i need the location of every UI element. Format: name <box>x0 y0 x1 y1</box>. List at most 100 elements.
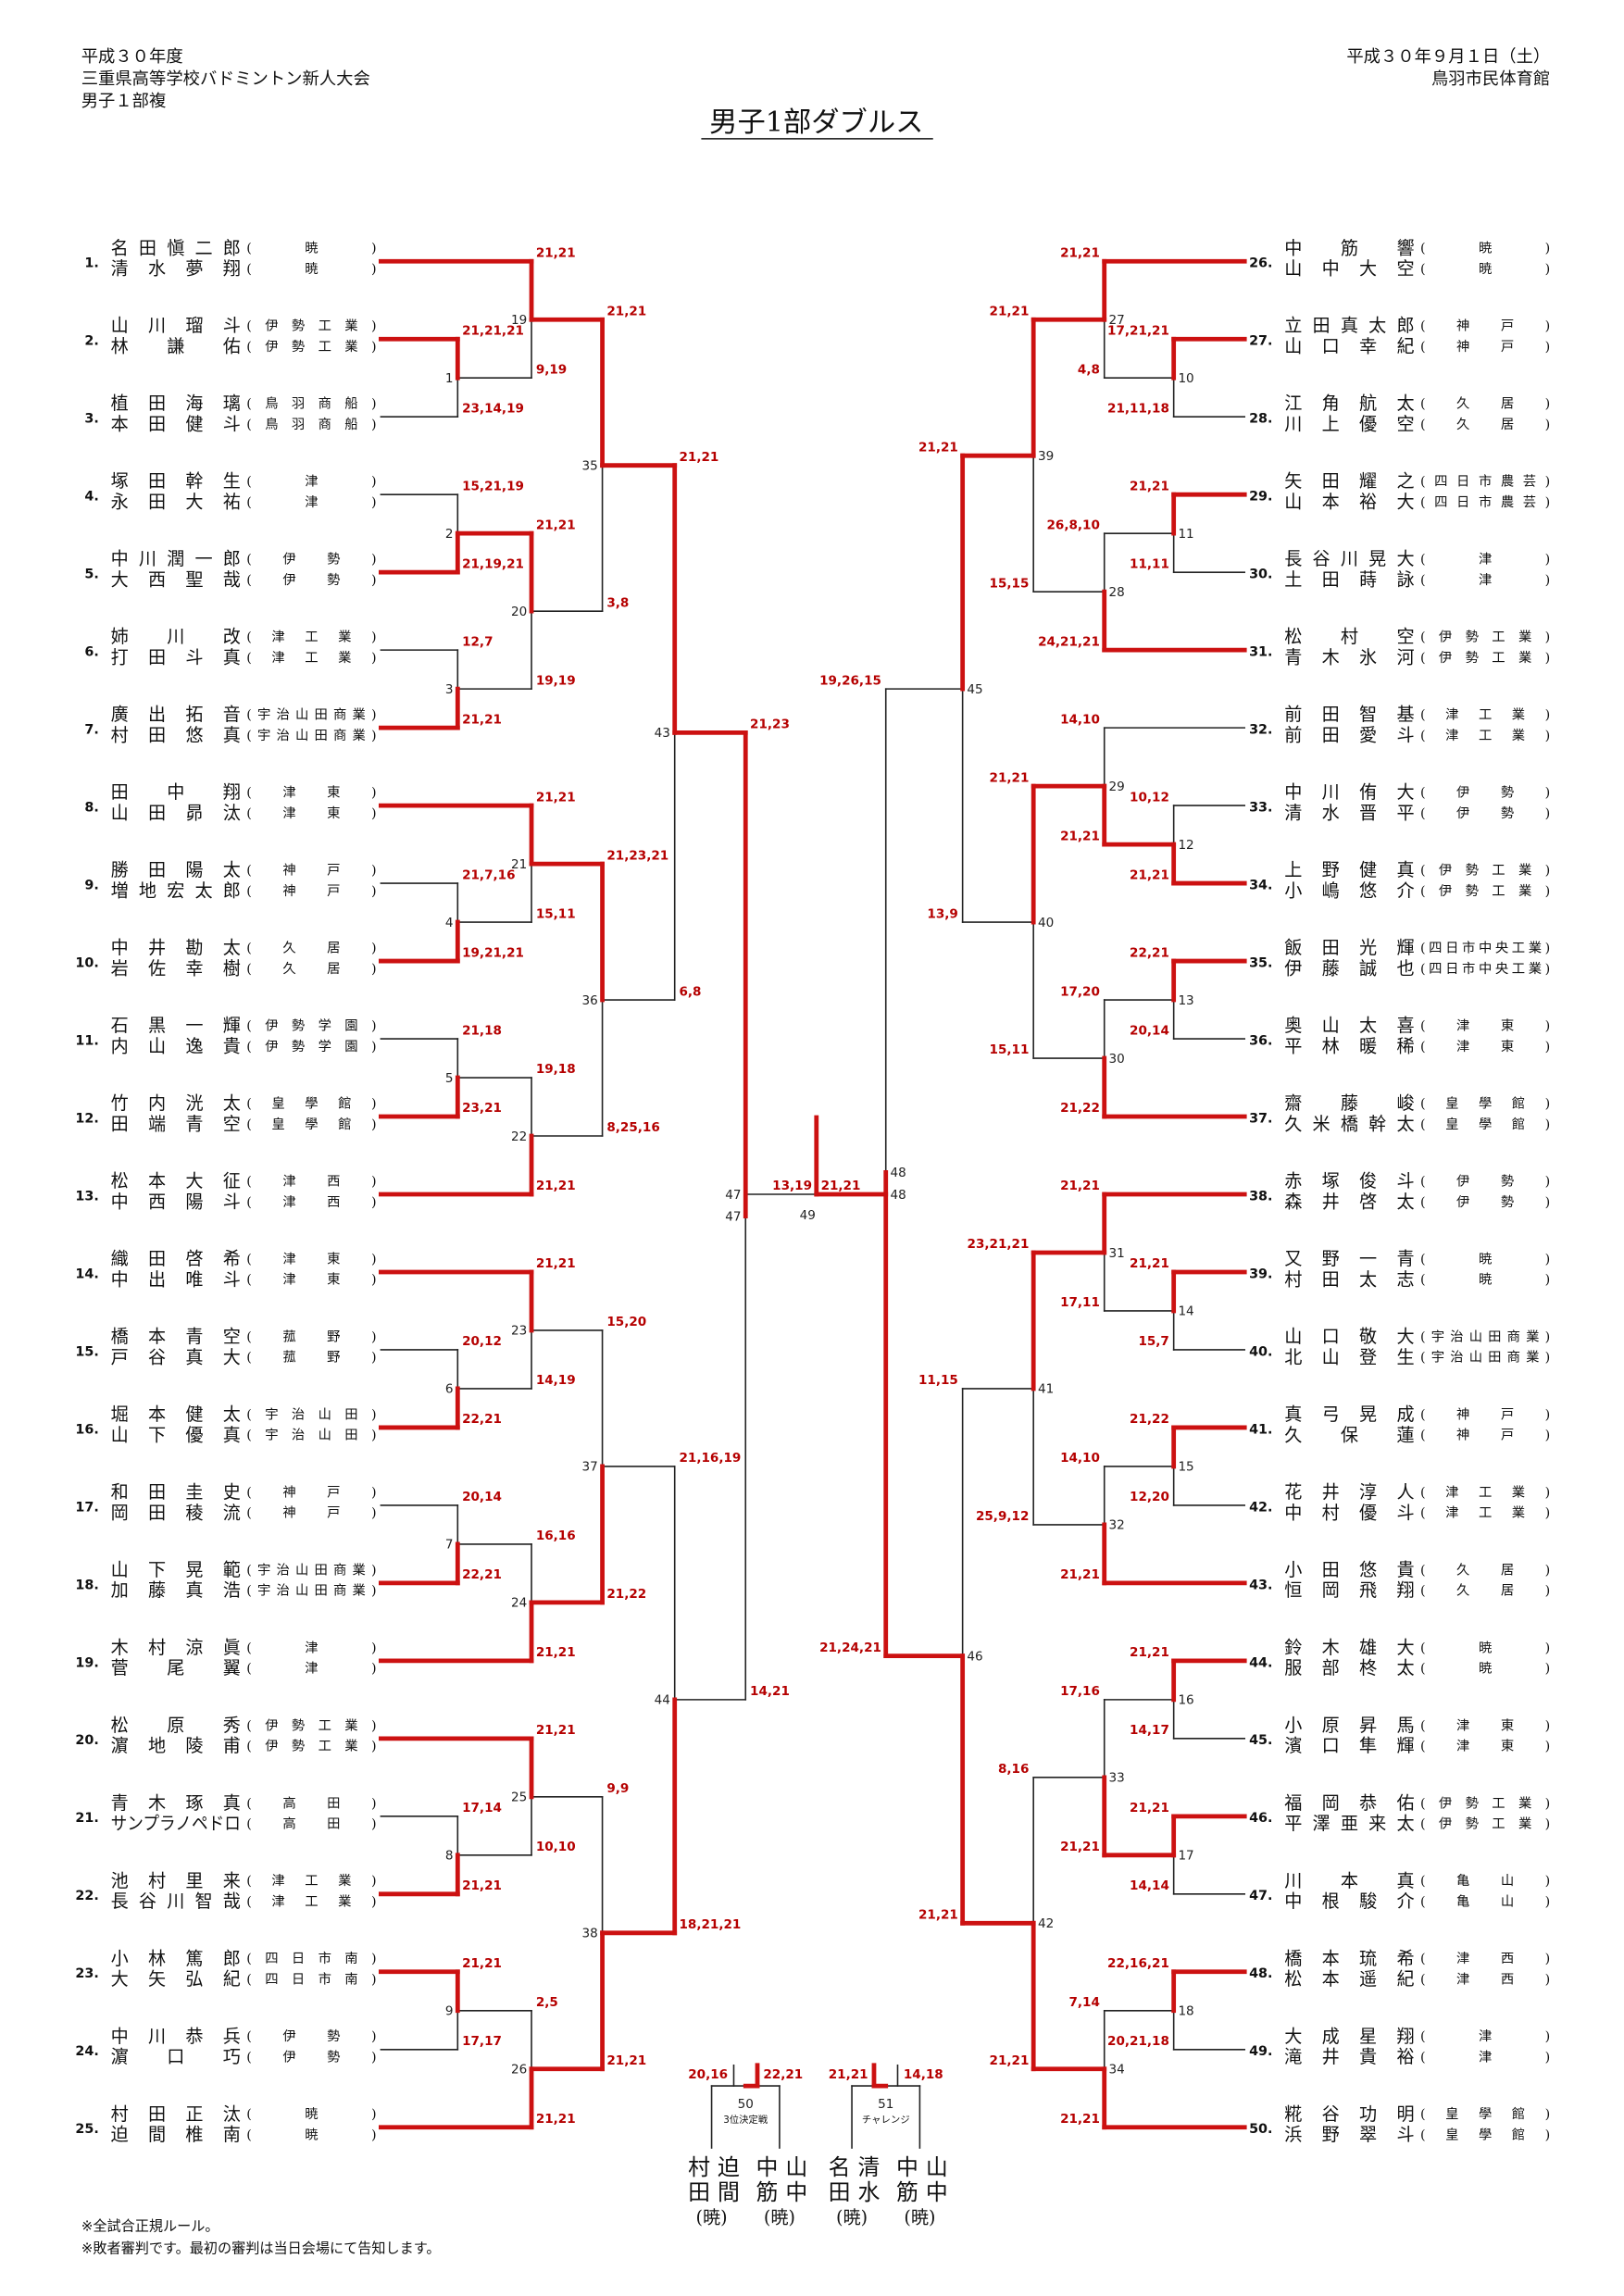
team-number: 7. <box>84 722 98 737</box>
playoff-name: 山中 <box>921 2155 947 2205</box>
team-number: 33. <box>1249 800 1272 815</box>
team-number: 42. <box>1249 1500 1272 1515</box>
team-number: 11. <box>75 1033 98 1048</box>
score: 9,9 <box>606 1781 629 1796</box>
score: 16,16 <box>536 1529 576 1543</box>
score: 21,21 <box>462 712 502 727</box>
player-school: (津工業) <box>1420 1505 1550 1521</box>
team-number: 32. <box>1249 722 1272 737</box>
score: 25,9,12 <box>976 1509 1029 1524</box>
team-number: 1. <box>84 256 98 271</box>
score: 21,21 <box>990 770 1030 785</box>
match-number: 39 <box>1038 449 1054 464</box>
team-number: 10. <box>75 955 98 970</box>
match-number: 10 <box>1178 371 1193 386</box>
score: 21,21 <box>536 790 576 805</box>
score: 21,21 <box>536 1256 576 1271</box>
player-name: 長谷川智哉 <box>111 1890 241 1912</box>
match-number: 3 <box>445 682 454 697</box>
score: 14,18 <box>904 2067 943 2082</box>
match-number: 13 <box>1178 993 1193 1008</box>
player-school: (津工業) <box>246 1873 376 1889</box>
team-number: 3. <box>84 412 98 427</box>
match-number: 12 <box>1178 838 1193 853</box>
match-number: 14 <box>1178 1304 1193 1319</box>
score: 14,19 <box>536 1373 576 1388</box>
score: 21,21 <box>536 2112 576 2127</box>
match-number: 34 <box>1109 2063 1125 2078</box>
title: 男子1部ダブルス <box>709 106 923 139</box>
score: 21,21 <box>1060 2112 1100 2127</box>
score: 19,26,15 <box>819 673 881 688</box>
playoff-number: 51 <box>878 2097 893 2112</box>
score: 21,21 <box>1060 245 1100 260</box>
score: 20,21,18 <box>1107 2034 1169 2049</box>
score: 8,16 <box>998 1762 1029 1777</box>
match-number: 22 <box>511 1129 527 1144</box>
score: 12,20 <box>1130 1490 1169 1504</box>
playoff-label: チャレンジ <box>862 2115 910 2126</box>
score: 17,16 <box>1060 1684 1100 1699</box>
score: 8,25,16 <box>606 1120 659 1135</box>
score: 13,19 <box>772 1179 812 1193</box>
score: 26,8,10 <box>1046 518 1099 532</box>
team-number: 24. <box>75 2044 98 2059</box>
team-number: 6. <box>84 645 98 660</box>
match-number: 37 <box>582 1460 598 1475</box>
playoff-name: 清水 <box>854 2155 880 2205</box>
score: 22,21 <box>1130 945 1169 960</box>
score: 21,22 <box>606 1587 646 1602</box>
score: 21,21 <box>1060 1840 1100 1854</box>
score: 24,21,21 <box>1038 634 1100 649</box>
team-number: 43. <box>1249 1578 1272 1592</box>
match-number: 16 <box>1178 1693 1193 1708</box>
playoff-name: 迫間 <box>714 2155 740 2205</box>
team-number: 41. <box>1249 1422 1272 1437</box>
score: 21,11,18 <box>1107 401 1169 416</box>
match-number: 19 <box>511 313 527 328</box>
match-number: 24 <box>511 1596 527 1611</box>
match-number: 42 <box>1038 1916 1054 1931</box>
score: 21,21 <box>606 304 646 318</box>
player-school: (皇學館) <box>1420 1117 1550 1132</box>
score: 14,17 <box>1130 1723 1169 1738</box>
match-number: 20 <box>511 605 527 619</box>
player-school: (津工業) <box>1420 707 1550 723</box>
score: 7,14 <box>1068 1995 1099 2010</box>
score: 21,7,16 <box>462 867 515 882</box>
playoff-school: (暁) <box>764 2206 795 2227</box>
match-number: 2 <box>445 527 454 542</box>
match-number: 48 <box>891 1166 906 1180</box>
match-number: 40 <box>1038 916 1054 930</box>
player-name: 立田真太郎 <box>1284 315 1414 336</box>
score: 21,21 <box>1130 1801 1169 1816</box>
score: 23,14,19 <box>462 401 524 416</box>
note: ※全試合正規ルール。 <box>81 2217 219 2234</box>
score: 21,21 <box>821 1179 861 1193</box>
match-number: 30 <box>1109 1052 1125 1067</box>
score: 21,23,21 <box>606 848 668 863</box>
match-number: 29 <box>1109 780 1125 794</box>
score: 21,21 <box>1130 479 1169 493</box>
score: 23,21 <box>462 1101 502 1116</box>
score: 21,21 <box>1060 1179 1100 1193</box>
match-number: 47 <box>725 1188 741 1203</box>
header-left: 三重県高等学校バドミントン新人大会 <box>81 69 370 89</box>
score: 21,21,21 <box>462 323 524 338</box>
score: 11,11 <box>1130 556 1169 571</box>
team-number: 31. <box>1249 645 1272 660</box>
match-number: 27 <box>1109 313 1125 328</box>
score: 21,21 <box>536 245 576 260</box>
score: 21,21 <box>462 1956 502 1971</box>
team-number: 40. <box>1249 1344 1272 1359</box>
score: 21,21 <box>1060 829 1100 843</box>
header-right: 平成３０年９月１日（土） <box>1346 47 1550 67</box>
match-number: 25 <box>511 1791 527 1805</box>
score: 22,21 <box>462 1567 502 1582</box>
team-number: 29. <box>1249 490 1272 505</box>
playoff-name: 山中 <box>781 2155 807 2205</box>
player-school: (皇學館) <box>246 1117 376 1132</box>
team-number: 46. <box>1249 1811 1272 1826</box>
score: 21,21 <box>1060 1567 1100 1582</box>
